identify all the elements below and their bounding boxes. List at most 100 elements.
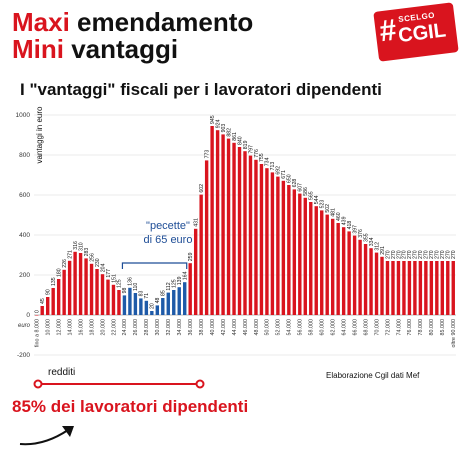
bar [265,168,269,315]
bar-value-label: 502 [325,204,331,213]
bar-value-label: 819 [243,140,249,149]
bar-value-label: 607 [298,183,304,192]
bar-value-label: 0 [35,310,41,313]
bar [440,261,444,315]
x-tick-label: 10.000 [46,319,52,336]
x-tick-label: 12.000 [56,319,62,336]
x-tick-label: 56.000 [298,319,304,336]
bar [413,261,417,315]
y-tick-label: 400 [19,232,30,239]
bar [237,147,242,315]
bar-value-label: 460 [336,212,342,221]
bar [347,231,351,315]
x-tick-label: 26.000 [133,319,139,336]
bar-value-label: 903 [221,124,227,133]
bar-value-label: 397 [352,225,358,234]
bar-value-label: 139 [177,276,183,285]
zero-unit-label: euro [18,323,31,329]
x-tick-label: 42.000 [221,319,227,336]
bar [341,227,346,315]
bar-value-label: 270 [429,250,435,259]
x-tick-label: 22.000 [111,319,117,336]
x-tick-label: 62.000 [330,319,336,336]
bar [226,138,231,315]
bar [369,248,373,315]
x-tick-label: oltre 90.000 [451,319,457,347]
x-tick-label: 50.000 [265,319,271,336]
bar [106,279,110,315]
bar-value-label: 125 [172,279,178,288]
bar-value-label: 523 [320,200,326,209]
bar [309,202,313,315]
curved-arrow-icon [19,426,74,446]
bar-value-label: 283 [84,248,90,257]
chart-subtitle: I "vantaggi" fiscali per i lavoratori di… [20,80,382,99]
bar-value-label: 71 [144,293,150,299]
bar-value-label: 602 [199,184,205,193]
bar [150,311,154,315]
x-tick-label: 60.000 [320,319,326,336]
bar [391,261,395,315]
bar [51,288,55,315]
bar [363,244,368,315]
bar-value-label: 861 [232,132,238,141]
bar [424,261,428,315]
bar [183,282,187,315]
bar [204,160,209,315]
bar [276,176,280,315]
bar-value-label: 650 [287,174,293,183]
bar [407,261,412,315]
bar-value-label: 125 [117,279,123,288]
y-tick-label: 600 [19,192,30,199]
x-tick-label: 30.000 [155,319,161,336]
title-line-2: Mini vantaggi [12,34,179,64]
bar-value-label: 83 [139,291,145,297]
bar [287,185,291,315]
bar [122,295,127,315]
x-tick-label: 44.000 [232,319,238,336]
x-tick-label: 16.000 [78,319,84,336]
x-tick-label: 66.000 [352,319,358,336]
bar-value-label: 291 [380,246,386,255]
bar-value-label: 755 [259,153,265,162]
bar [144,300,149,315]
y-tick-label: 200 [19,272,30,279]
x-tick-label: 74.000 [396,319,402,336]
bar-value-label: 98 [122,288,128,294]
x-tick-label: fino a 8.000 [35,319,41,347]
bar [374,252,379,315]
bar-value-label: 376 [358,229,364,238]
bar-value-label: 418 [347,221,353,230]
bar-value-label: 230 [95,258,101,267]
bar [84,258,88,315]
bar-value-label: 945 [210,115,216,124]
x-tick-label: 14.000 [67,319,73,336]
bar [292,189,297,315]
bar-value-label: 924 [215,119,221,128]
bar [78,253,83,315]
bar [62,269,66,315]
bar-value-label: 164 [183,271,189,280]
x-tick-label: 32.000 [166,319,172,336]
x-tick-label: 48.000 [254,319,260,336]
footer-caption: 85% dei lavoratori dipendenti [12,397,249,416]
bar-value-label: 270 [385,250,391,259]
bar [199,194,203,315]
bar-value-label: 270 [391,250,397,259]
bar [259,164,264,315]
x-tick-label: 72.000 [385,319,391,336]
pecette-annotation: "pecette" di 65 euro [143,220,193,246]
bar-value-label: 270 [396,250,402,259]
bar [254,159,258,315]
bar-value-label: 177 [106,269,112,278]
bar-value-label: 544 [314,195,320,204]
bar [429,261,434,315]
x-tick-label: 70.000 [374,319,380,336]
x-tick-label: 36.000 [188,319,194,336]
bar-value-label: 270 [407,250,413,259]
bar-value-label: 45 [40,298,46,304]
bar-value-label: 271 [67,250,73,259]
bar [352,235,357,315]
bar [133,293,138,315]
